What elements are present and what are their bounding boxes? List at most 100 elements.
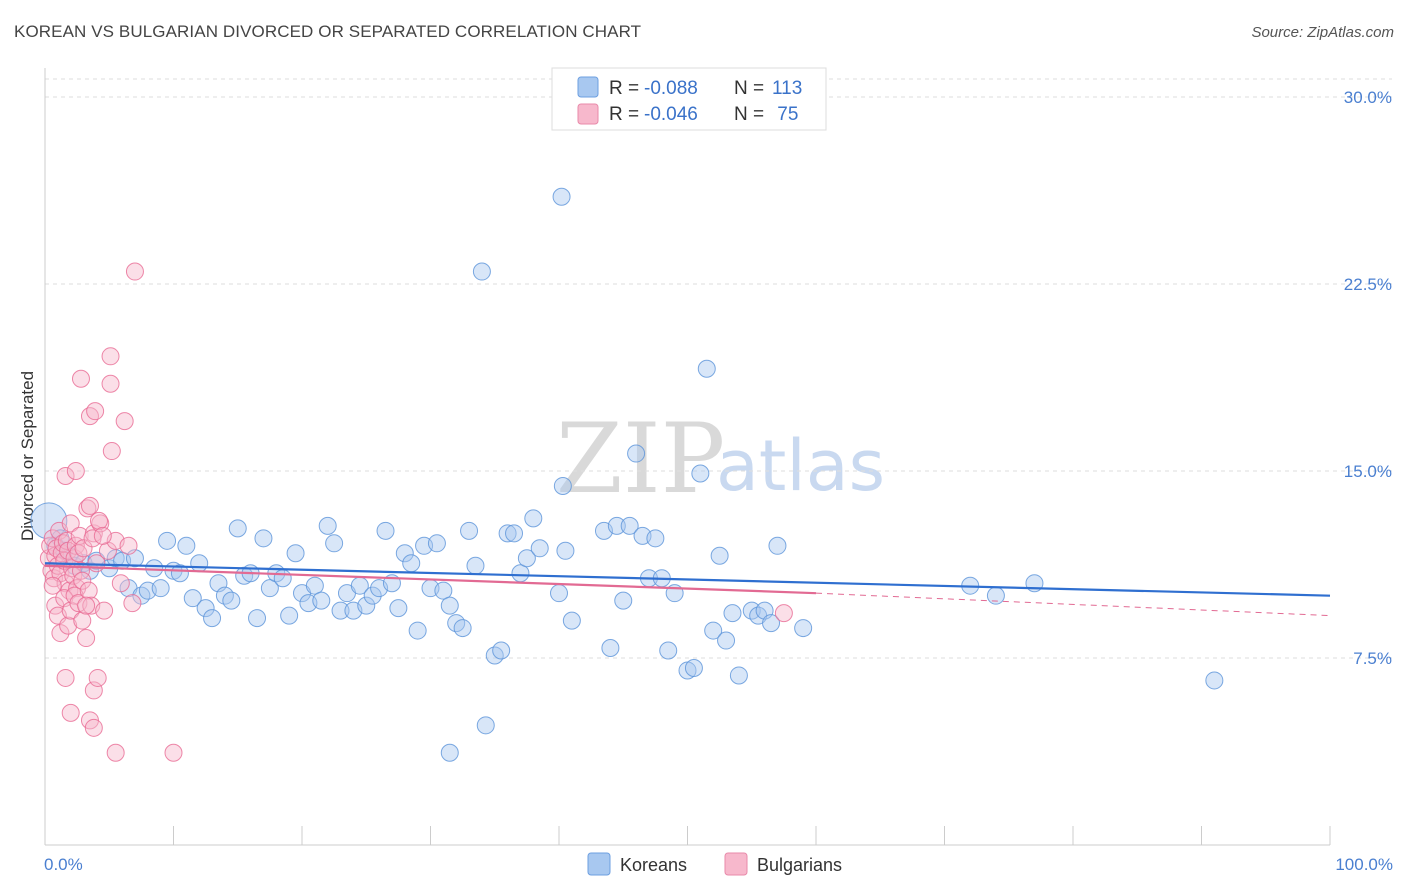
point-koreans <box>476 716 495 735</box>
point-koreans <box>511 564 530 583</box>
point-bulgarians <box>78 499 97 518</box>
point-bulgarians <box>73 571 92 590</box>
point-koreans <box>710 546 729 565</box>
y-tick-labels: 7.5% 15.0% 22.5% 30.0% <box>1344 88 1392 668</box>
point-koreans <box>357 596 376 615</box>
point-bulgarians <box>80 407 99 426</box>
point-koreans <box>460 521 479 540</box>
point-bulgarians <box>55 551 74 570</box>
point-koreans <box>170 564 189 583</box>
point-bulgarians <box>61 703 80 722</box>
point-bulgarians <box>86 402 105 421</box>
point-bulgarians <box>95 601 114 620</box>
point-koreans <box>402 554 421 573</box>
point-koreans <box>389 599 408 618</box>
point-bulgarians <box>119 536 138 555</box>
chart-source: Source: ZipAtlas.com <box>1251 24 1394 41</box>
point-koreans <box>556 541 575 560</box>
stats-legend: R = -0.088 N = 113 R = -0.046 N = 75 <box>551 67 827 131</box>
point-koreans <box>222 591 241 610</box>
trend-line-extension-bulgarians <box>815 592 1331 617</box>
point-koreans <box>517 549 536 568</box>
point-koreans <box>466 556 485 575</box>
point-koreans <box>260 579 279 598</box>
point-bulgarians <box>89 511 108 530</box>
point-koreans <box>312 591 331 610</box>
point-koreans <box>395 544 414 563</box>
series-legend-label-koreans: Koreans <box>620 855 687 875</box>
point-bulgarians <box>84 718 103 737</box>
series-legend-swatch-koreans <box>587 852 611 876</box>
point-koreans <box>552 187 571 206</box>
point-koreans <box>183 589 202 608</box>
point-bulgarians <box>77 596 96 615</box>
point-koreans <box>408 621 427 640</box>
point-koreans <box>363 586 382 605</box>
legend-n-label-bulgarians: N = <box>734 104 764 125</box>
point-koreans <box>614 591 633 610</box>
point-koreans <box>190 554 209 573</box>
trend-lines <box>44 562 1331 617</box>
point-bulgarians <box>71 369 90 388</box>
y-tick-label: 22.5% <box>1344 275 1392 294</box>
point-koreans <box>325 534 344 553</box>
point-koreans <box>723 604 742 623</box>
point-bulgarians <box>774 604 793 623</box>
point-koreans <box>440 596 459 615</box>
point-bulgarians <box>43 576 62 595</box>
point-bulgarians <box>69 544 88 563</box>
legend-r-value-koreans: -0.088 <box>644 78 698 99</box>
point-koreans <box>1205 671 1224 690</box>
legend-n-value-koreans: 113 <box>772 78 802 99</box>
point-bulgarians <box>123 594 142 613</box>
point-koreans <box>254 529 273 548</box>
point-koreans <box>524 509 543 528</box>
point-bulgarians <box>93 526 112 545</box>
watermark-zip: ZIP <box>556 403 725 515</box>
point-koreans <box>286 544 305 563</box>
point-koreans <box>794 619 813 638</box>
point-bulgarians <box>125 262 144 281</box>
point-bulgarians <box>74 539 93 558</box>
legend-r-label-bulgarians: R = <box>609 104 639 125</box>
legend-n-value-bulgarians: 75 <box>772 104 798 125</box>
legend-swatch-koreans <box>577 76 599 98</box>
point-koreans <box>762 614 781 633</box>
point-koreans <box>492 641 511 660</box>
series-legend-label-bulgarians: Bulgarians <box>757 855 842 875</box>
legend-r-label-koreans: R = <box>609 78 639 99</box>
point-bulgarians <box>111 574 130 593</box>
point-koreans <box>684 658 703 677</box>
legend-r-value-bulgarians: -0.046 <box>644 104 698 125</box>
point-koreans <box>704 621 723 640</box>
point-bulgarians <box>101 347 120 366</box>
point-koreans <box>453 619 472 638</box>
point-koreans <box>434 581 453 600</box>
point-koreans <box>318 516 337 535</box>
point-koreans <box>145 559 164 578</box>
point-bulgarians <box>80 496 99 515</box>
point-bulgarians <box>66 462 85 480</box>
point-bulgarians <box>51 624 70 643</box>
point-koreans <box>729 666 748 685</box>
point-koreans <box>553 476 572 495</box>
point-koreans <box>280 606 299 625</box>
point-koreans <box>607 516 626 535</box>
x-tick-labels: 0.0% 100.0% <box>44 855 1393 874</box>
point-koreans <box>986 586 1005 605</box>
point-koreans <box>768 536 787 555</box>
point-koreans <box>562 611 581 630</box>
axes <box>44 68 1331 846</box>
point-koreans <box>305 576 324 595</box>
point-bulgarians <box>59 616 78 635</box>
point-bulgarians <box>43 529 62 548</box>
watermark-atlas: atlas <box>716 425 885 507</box>
point-bulgarians <box>115 412 134 431</box>
y-tick-label: 30.0% <box>1344 88 1392 107</box>
point-bulgarians <box>73 611 92 630</box>
trend-line-koreans <box>44 562 1331 597</box>
point-koreans <box>151 579 170 598</box>
point-koreans <box>505 524 524 543</box>
point-bulgarians <box>61 514 80 533</box>
point-koreans <box>440 743 459 762</box>
